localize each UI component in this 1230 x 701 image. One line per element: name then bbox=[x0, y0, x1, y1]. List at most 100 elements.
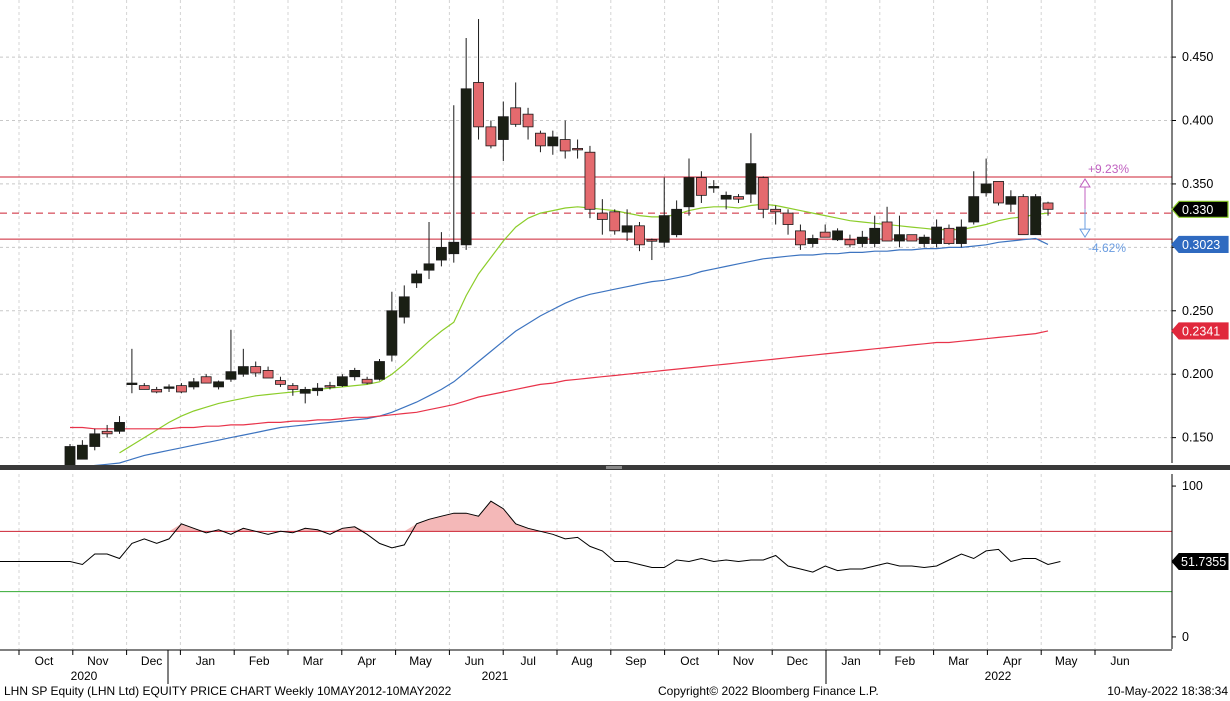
candle bbox=[374, 358, 385, 381]
candle bbox=[844, 234, 856, 248]
candle bbox=[176, 383, 187, 394]
candle-body bbox=[757, 177, 769, 210]
candle bbox=[312, 383, 324, 396]
candle bbox=[423, 221, 435, 280]
candle bbox=[819, 224, 831, 238]
panel-divider[interactable] bbox=[0, 465, 1230, 470]
candle bbox=[349, 367, 361, 381]
candle bbox=[250, 361, 262, 377]
price-value-label-box bbox=[1171, 235, 1229, 254]
candle-body bbox=[176, 385, 187, 393]
candle bbox=[671, 200, 683, 238]
month-label: Mar bbox=[303, 654, 324, 668]
month-label: Sep bbox=[625, 654, 647, 668]
candle bbox=[287, 383, 299, 396]
candle bbox=[89, 428, 101, 451]
candle-body bbox=[237, 366, 249, 375]
candle bbox=[522, 107, 534, 140]
candle bbox=[807, 234, 819, 248]
candle-body bbox=[572, 148, 583, 151]
candle-body bbox=[695, 177, 707, 196]
candle bbox=[547, 130, 559, 155]
candle bbox=[473, 19, 484, 140]
candle-body bbox=[473, 82, 484, 128]
candle bbox=[237, 348, 249, 377]
candle bbox=[770, 205, 782, 225]
price-tick-label: 0.400 bbox=[1182, 114, 1213, 128]
price-value-label: 0.2341 bbox=[1182, 324, 1220, 338]
candle-body bbox=[250, 366, 262, 374]
month-label: Jun bbox=[1110, 654, 1129, 668]
candle-body bbox=[621, 225, 633, 233]
candle-body bbox=[671, 208, 683, 236]
price-tick-label: 0.150 bbox=[1182, 431, 1213, 445]
candle bbox=[795, 224, 806, 250]
candle bbox=[435, 232, 447, 267]
candle-body bbox=[658, 215, 670, 243]
candle-body bbox=[225, 371, 237, 380]
candle-body bbox=[522, 113, 534, 128]
candle-body bbox=[386, 310, 398, 356]
candle-body bbox=[819, 231, 831, 238]
candle bbox=[361, 376, 373, 385]
candle bbox=[832, 228, 843, 242]
candle-body bbox=[299, 389, 311, 394]
candle-body bbox=[720, 194, 732, 200]
candle-body bbox=[733, 196, 744, 200]
oscillator-value-box bbox=[1171, 553, 1229, 570]
candle bbox=[138, 383, 150, 390]
candle-body bbox=[955, 226, 967, 244]
candle-body bbox=[448, 241, 460, 255]
candle-body bbox=[1042, 202, 1054, 210]
candle-body bbox=[460, 88, 472, 246]
chart-description: LHN SP Equity (LHN Ltd) EQUITY PRICE CHA… bbox=[4, 684, 452, 698]
candle bbox=[114, 416, 125, 434]
candle-body bbox=[1030, 196, 1042, 236]
candle-body bbox=[188, 381, 200, 388]
candle bbox=[634, 221, 645, 252]
candle bbox=[126, 348, 138, 394]
candle-body bbox=[943, 227, 955, 244]
candle-body bbox=[411, 273, 423, 284]
candle-body bbox=[559, 139, 571, 152]
candle bbox=[708, 180, 720, 193]
price-value-label: 0.3023 bbox=[1182, 238, 1220, 252]
candle-body bbox=[374, 361, 385, 380]
month-label: May bbox=[409, 654, 432, 668]
range-lower-label: -4.62% bbox=[1088, 241, 1126, 255]
candle bbox=[225, 329, 237, 382]
candle-body bbox=[361, 378, 373, 384]
candle-body bbox=[881, 221, 893, 242]
candle bbox=[510, 82, 522, 127]
moving-average-line bbox=[69, 237, 1049, 469]
candle bbox=[1017, 194, 1029, 236]
candle bbox=[213, 380, 224, 390]
candle-body bbox=[287, 385, 299, 390]
panel-divider-grip bbox=[606, 466, 622, 469]
candle bbox=[745, 133, 757, 203]
candle bbox=[894, 215, 905, 248]
candle bbox=[955, 219, 967, 248]
candle-body bbox=[1017, 196, 1029, 236]
month-label: Jan bbox=[196, 654, 215, 668]
candle-body bbox=[856, 236, 868, 244]
candle bbox=[1005, 190, 1017, 212]
timestamp: 10-May-2022 18:38:34 bbox=[1107, 684, 1228, 698]
month-label: Mar bbox=[948, 654, 969, 668]
moving-average-line bbox=[119, 203, 1049, 454]
candle bbox=[968, 171, 980, 225]
candle bbox=[906, 234, 918, 242]
month-label: Dec bbox=[141, 654, 162, 668]
candle-body bbox=[609, 211, 621, 232]
candle-body bbox=[336, 376, 348, 387]
month-label: Oct bbox=[35, 654, 54, 668]
year-label: 2022 bbox=[985, 669, 1012, 683]
candle bbox=[386, 291, 398, 362]
candle-body bbox=[980, 183, 992, 194]
candle-body bbox=[275, 380, 286, 385]
candle bbox=[275, 376, 286, 387]
candle bbox=[188, 378, 200, 390]
candle bbox=[101, 424, 113, 438]
candle bbox=[869, 215, 881, 248]
price-value-label-box bbox=[1171, 200, 1229, 218]
